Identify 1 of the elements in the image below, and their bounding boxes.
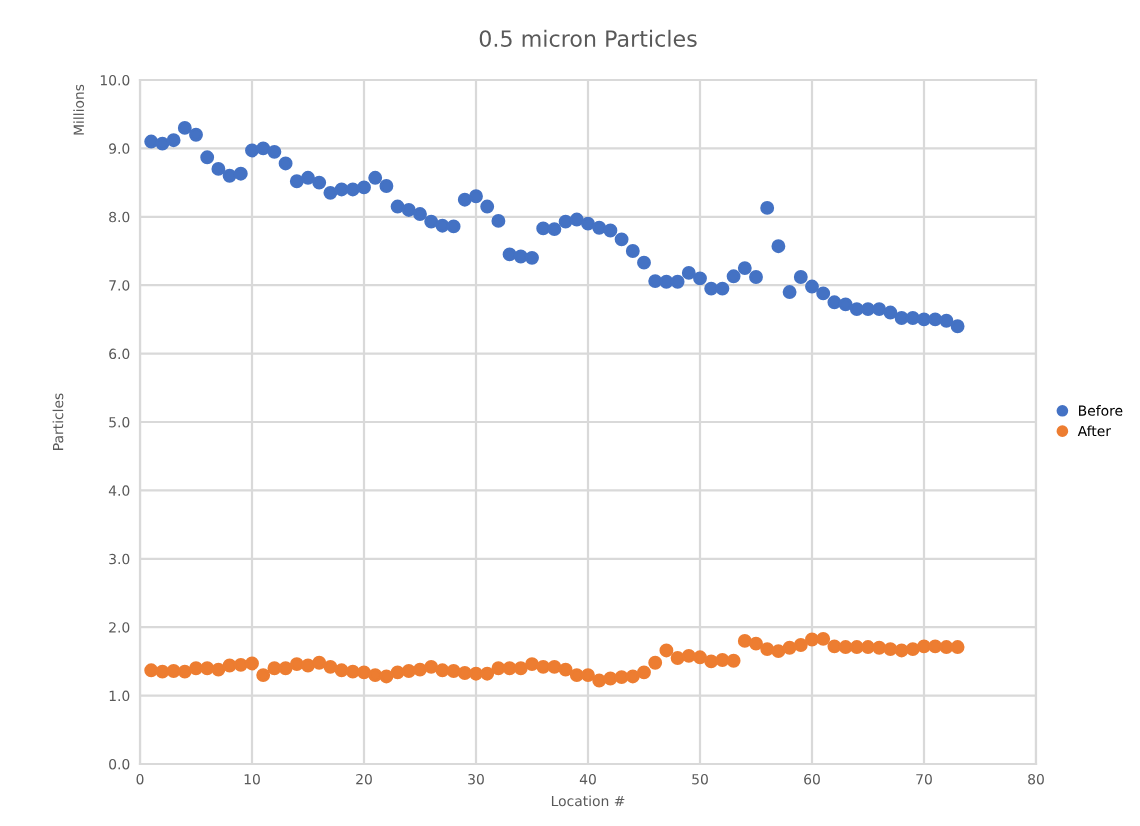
chart-title: 0.5 micron Particles <box>479 29 697 47</box>
